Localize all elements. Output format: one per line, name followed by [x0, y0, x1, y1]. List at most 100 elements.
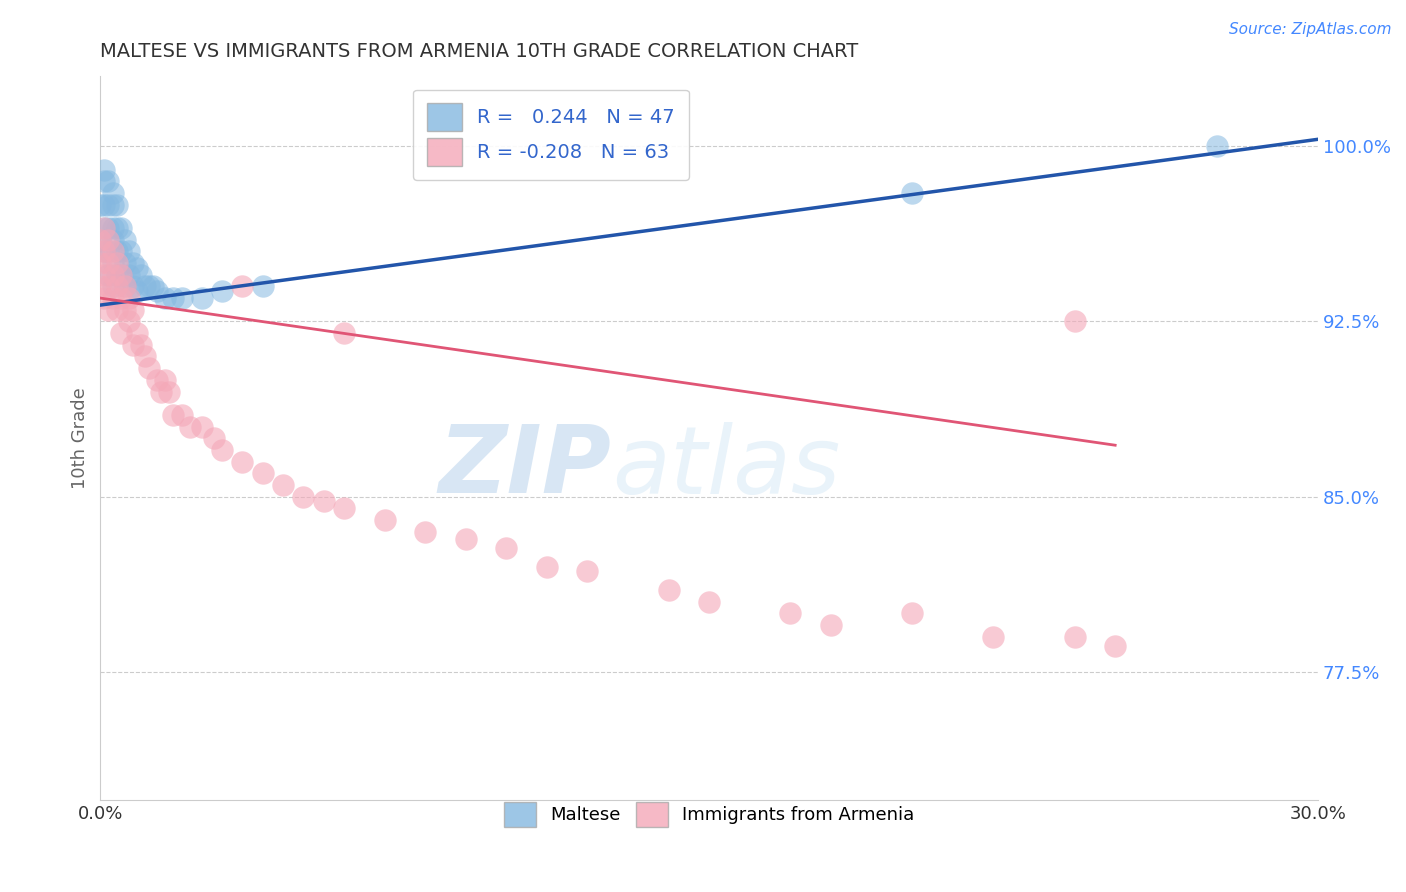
Point	[170, 291, 193, 305]
Text: Source: ZipAtlas.com: Source: ZipAtlas.com	[1229, 22, 1392, 37]
Point	[454, 532, 477, 546]
Point	[118, 244, 141, 259]
Point	[697, 595, 720, 609]
Point	[105, 244, 128, 259]
Point	[252, 467, 274, 481]
Point	[779, 607, 801, 621]
Point	[101, 279, 124, 293]
Point	[413, 524, 436, 539]
Point	[202, 431, 225, 445]
Point	[1063, 630, 1085, 644]
Point	[901, 186, 924, 200]
Point	[110, 221, 132, 235]
Point	[138, 361, 160, 376]
Point	[93, 197, 115, 211]
Point	[536, 559, 558, 574]
Point	[89, 233, 111, 247]
Text: ZIP: ZIP	[439, 421, 612, 513]
Point	[179, 419, 201, 434]
Point	[93, 221, 115, 235]
Point	[97, 174, 120, 188]
Point	[101, 221, 124, 235]
Point	[93, 221, 115, 235]
Point	[129, 268, 152, 282]
Point	[101, 256, 124, 270]
Point	[93, 291, 115, 305]
Point	[97, 221, 120, 235]
Point	[105, 279, 128, 293]
Point	[93, 244, 115, 259]
Point	[93, 268, 115, 282]
Point	[101, 197, 124, 211]
Point	[373, 513, 395, 527]
Point	[118, 314, 141, 328]
Point	[93, 174, 115, 188]
Point	[105, 197, 128, 211]
Point	[134, 350, 156, 364]
Point	[125, 260, 148, 275]
Point	[105, 302, 128, 317]
Point	[162, 408, 184, 422]
Point	[93, 244, 115, 259]
Point	[97, 268, 120, 282]
Point	[101, 268, 124, 282]
Point	[155, 291, 177, 305]
Point	[89, 279, 111, 293]
Legend: Maltese, Immigrants from Armenia: Maltese, Immigrants from Armenia	[496, 795, 922, 835]
Point	[162, 291, 184, 305]
Text: atlas: atlas	[612, 422, 839, 513]
Point	[110, 244, 132, 259]
Point	[114, 302, 136, 317]
Point	[658, 582, 681, 597]
Point	[142, 279, 165, 293]
Point	[155, 373, 177, 387]
Point	[191, 291, 214, 305]
Point	[121, 338, 143, 352]
Point	[252, 279, 274, 293]
Point	[121, 302, 143, 317]
Point	[110, 291, 132, 305]
Point	[97, 244, 120, 259]
Point	[89, 233, 111, 247]
Point	[114, 279, 136, 293]
Point	[89, 197, 111, 211]
Point	[312, 494, 335, 508]
Point	[211, 284, 233, 298]
Point	[125, 326, 148, 340]
Point	[97, 256, 120, 270]
Point	[101, 244, 124, 259]
Point	[93, 162, 115, 177]
Point	[114, 233, 136, 247]
Point	[983, 630, 1005, 644]
Point	[138, 279, 160, 293]
Point	[495, 541, 517, 555]
Point	[150, 384, 173, 399]
Point	[292, 490, 315, 504]
Point	[105, 268, 128, 282]
Point	[333, 326, 356, 340]
Point	[105, 221, 128, 235]
Point	[121, 279, 143, 293]
Point	[134, 279, 156, 293]
Point	[114, 279, 136, 293]
Point	[231, 454, 253, 468]
Point	[101, 186, 124, 200]
Point	[820, 618, 842, 632]
Point	[97, 233, 120, 247]
Point	[110, 326, 132, 340]
Point	[170, 408, 193, 422]
Point	[211, 442, 233, 457]
Point	[118, 268, 141, 282]
Point	[1205, 139, 1227, 153]
Point	[146, 373, 169, 387]
Point	[231, 279, 253, 293]
Point	[101, 291, 124, 305]
Point	[105, 256, 128, 270]
Point	[191, 419, 214, 434]
Point	[89, 256, 111, 270]
Point	[97, 302, 120, 317]
Point	[1063, 314, 1085, 328]
Point	[157, 384, 180, 399]
Point	[129, 338, 152, 352]
Point	[333, 501, 356, 516]
